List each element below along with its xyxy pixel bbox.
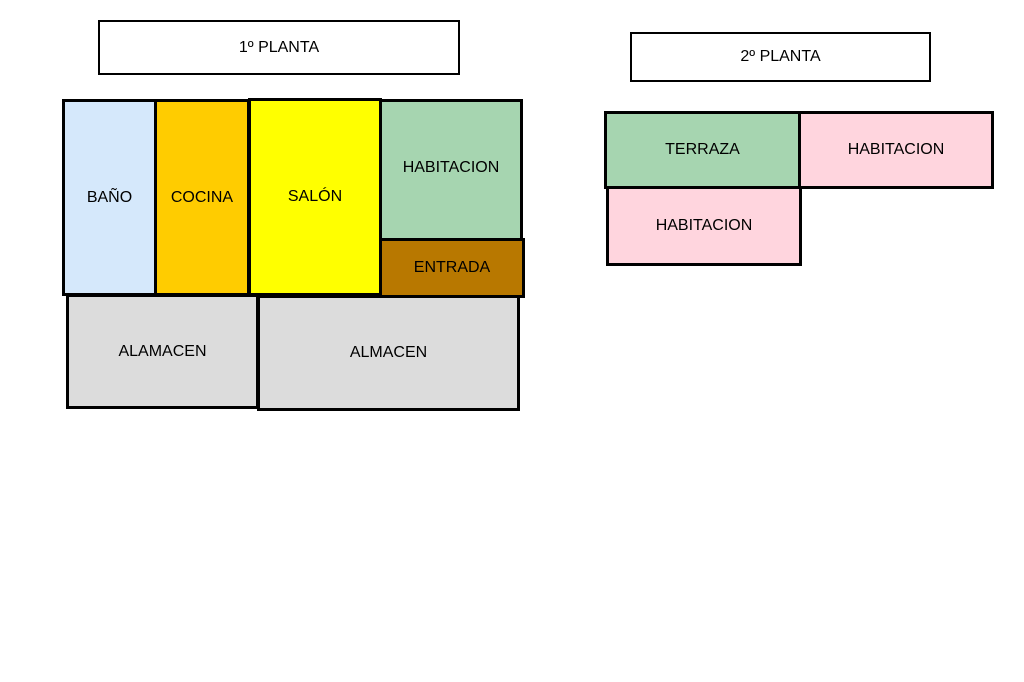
room-terraza: TERRAZA: [604, 111, 801, 189]
room-salon: SALÓN: [248, 98, 382, 296]
room-habitacion-2b: HABITACION: [606, 186, 802, 266]
room-habitacion: HABITACION: [379, 99, 523, 241]
room-entrada: ENTRADA: [379, 238, 525, 298]
floor1-title: 1º PLANTA: [98, 20, 460, 75]
room-cocina: COCINA: [154, 99, 250, 296]
floor2-title: 2º PLANTA: [630, 32, 931, 82]
room-almacen: ALMACEN: [257, 295, 520, 411]
room-habitacion-2a: HABITACION: [798, 111, 994, 189]
room-bano: BAÑO: [62, 99, 157, 296]
room-alamacen: ALAMACEN: [66, 294, 259, 409]
